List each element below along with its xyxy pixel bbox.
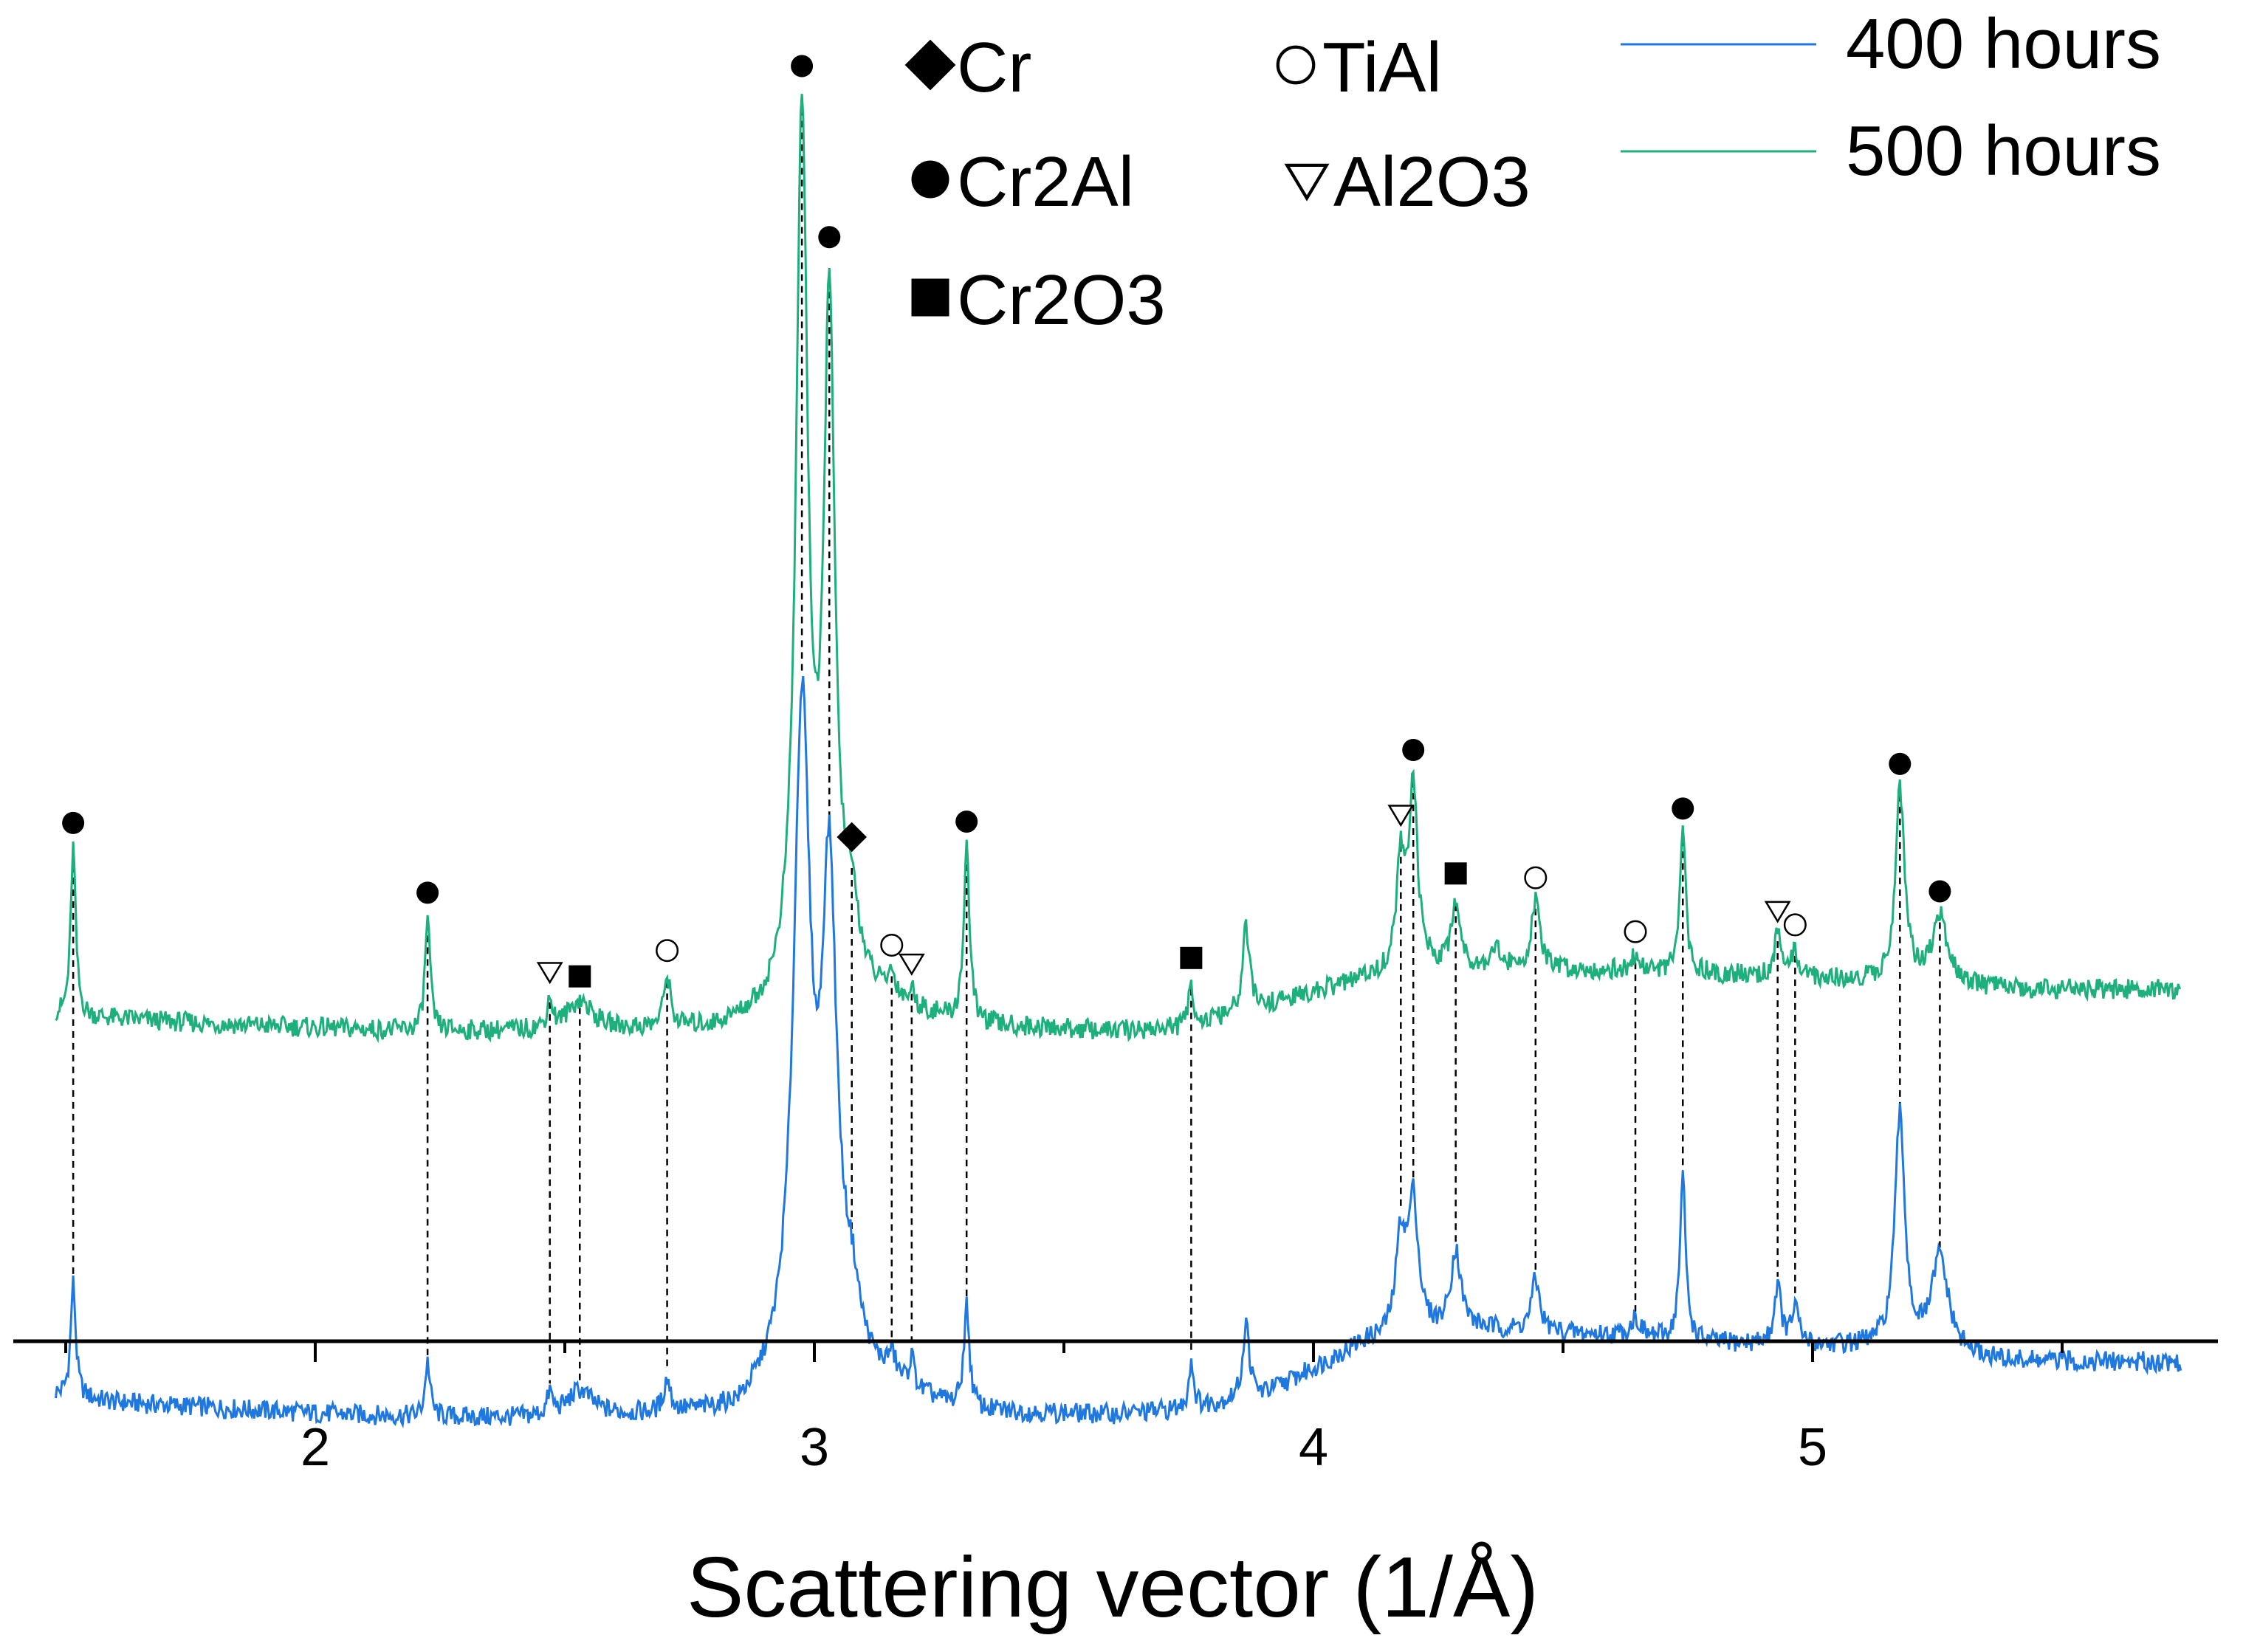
legend-series-400-hours: 400 hours bbox=[1621, 4, 2161, 83]
phase-markers bbox=[62, 55, 1951, 988]
legend-label-al2o3: Al2O3 bbox=[1333, 142, 1531, 221]
marker-cr2al bbox=[1402, 739, 1425, 762]
legend-item-cr2o3: Cr2O3 bbox=[911, 261, 1166, 340]
series-line-400-hours bbox=[55, 675, 2182, 1429]
marker-al2o3 bbox=[1764, 901, 1791, 923]
marker-cr2o3 bbox=[1444, 862, 1467, 885]
legend-symbol-al2o3 bbox=[1284, 163, 1330, 202]
marker-cr bbox=[837, 822, 867, 853]
legend: Cr TiAl Cr2Al Al2O3 Cr2O3 400 hours 500 hours bbox=[904, 4, 2161, 340]
marker-cr2al bbox=[1928, 880, 1951, 903]
marker-tial bbox=[1624, 920, 1647, 943]
marker-tial bbox=[1524, 866, 1548, 889]
legend-series-label: 400 hours bbox=[1846, 4, 2161, 83]
series-line-500-hours bbox=[55, 94, 2182, 1044]
marker-al2o3 bbox=[1387, 805, 1415, 827]
marker-tial bbox=[656, 939, 679, 963]
x-tick-label: 5 bbox=[1798, 1418, 1827, 1477]
marker-cr2al bbox=[62, 811, 85, 834]
legend-item-tial: TiAl bbox=[1276, 28, 1442, 107]
legend-symbol-cr bbox=[904, 39, 956, 91]
legend-label-cr2al: Cr2Al bbox=[957, 142, 1134, 221]
x-axis: 2 3 4 5 Scattering vector (1/Å) bbox=[13, 1339, 2218, 1635]
marker-al2o3 bbox=[536, 962, 563, 985]
marker-cr2al bbox=[1889, 752, 1912, 775]
marker-cr2al bbox=[416, 881, 439, 904]
legend-symbol-cr2al bbox=[911, 160, 949, 199]
marker-cr2o3 bbox=[1180, 946, 1203, 969]
marker-al2o3 bbox=[898, 953, 925, 976]
marker-cr2al bbox=[818, 226, 841, 249]
marker-cr2al bbox=[955, 810, 978, 833]
marker-cr2o3 bbox=[569, 965, 591, 988]
legend-symbol-cr2o3 bbox=[911, 278, 949, 317]
legend-series-label: 500 hours bbox=[1846, 111, 2161, 190]
legend-label-cr: Cr bbox=[957, 28, 1031, 107]
x-axis-label: Scattering vector (1/Å) bbox=[687, 1539, 1539, 1635]
marker-cr2al bbox=[1672, 797, 1694, 820]
x-tick-label: 2 bbox=[300, 1418, 330, 1477]
marker-tial bbox=[880, 933, 904, 957]
legend-series-500-hours: 500 hours bbox=[1621, 111, 2161, 190]
legend-item-cr2al: Cr2Al bbox=[911, 142, 1134, 221]
legend-label-tial: TiAl bbox=[1322, 28, 1442, 107]
marker-tial bbox=[1783, 913, 1807, 937]
legend-symbol-tial bbox=[1276, 45, 1316, 85]
legend-item-cr: Cr bbox=[904, 28, 1031, 107]
phase-guide-lines bbox=[72, 97, 1941, 1384]
marker-cr2al bbox=[791, 55, 814, 78]
x-tick-label: 4 bbox=[1299, 1418, 1328, 1477]
x-tick-label: 3 bbox=[800, 1418, 829, 1477]
legend-item-al2o3: Al2O3 bbox=[1284, 142, 1531, 221]
x-axis-ticks: 2 3 4 5 bbox=[64, 1341, 2064, 1477]
legend-label-cr2o3: Cr2O3 bbox=[957, 261, 1166, 340]
